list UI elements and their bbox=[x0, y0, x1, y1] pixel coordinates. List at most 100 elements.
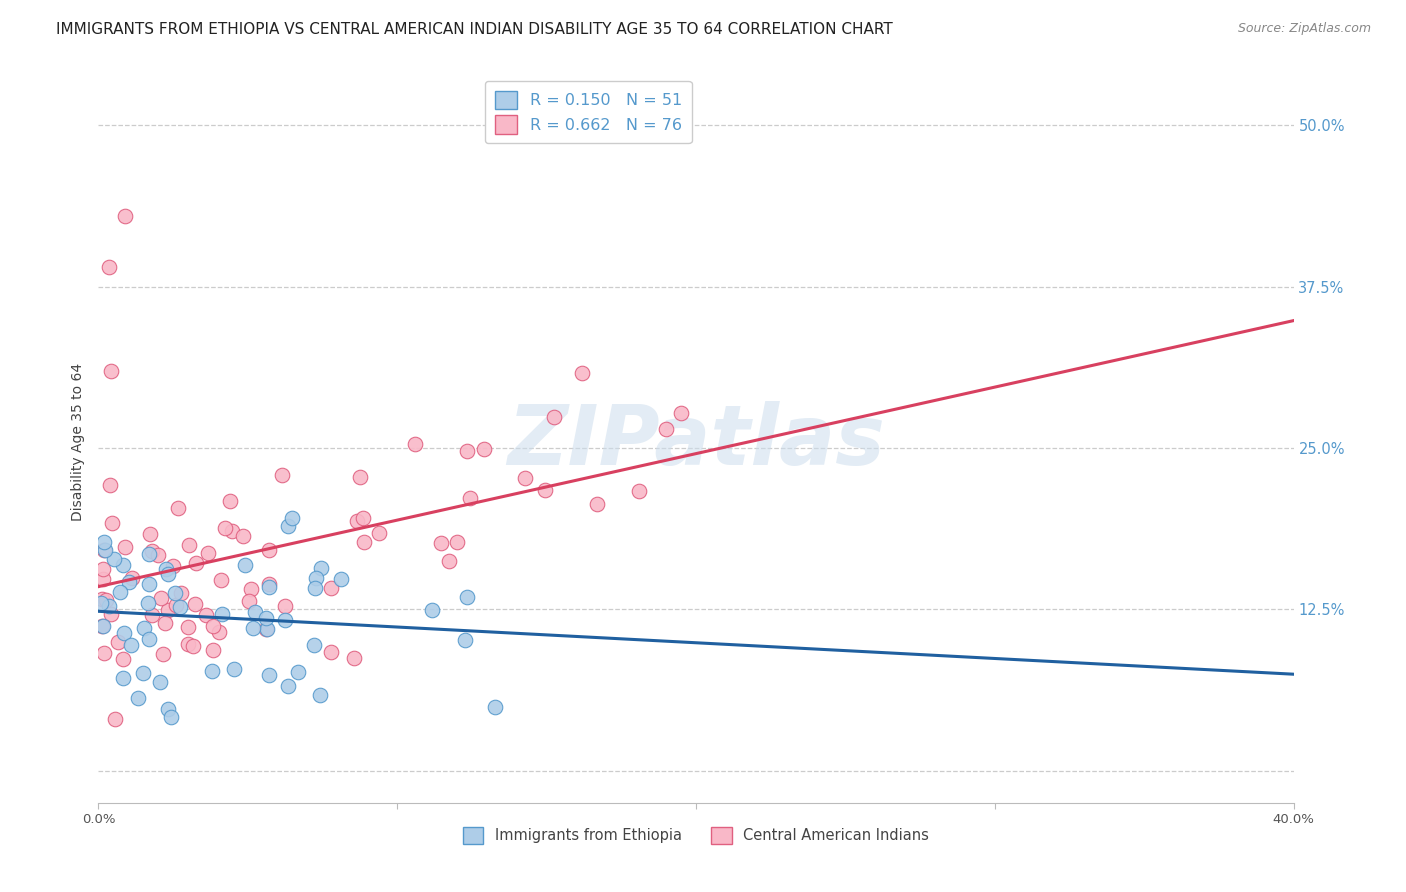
Point bbox=[235, 558, 257, 573]
Point bbox=[152, 647, 174, 661]
Point bbox=[166, 500, 188, 515]
Point bbox=[456, 444, 478, 458]
Point bbox=[112, 652, 135, 666]
Point bbox=[446, 534, 468, 549]
Point bbox=[118, 574, 141, 589]
Point bbox=[179, 538, 201, 552]
Point bbox=[221, 524, 243, 538]
Point bbox=[430, 536, 453, 550]
Point bbox=[209, 573, 232, 587]
Point bbox=[121, 570, 143, 584]
Point bbox=[91, 562, 114, 576]
Point bbox=[132, 665, 155, 680]
Point bbox=[177, 636, 200, 650]
Point bbox=[534, 483, 557, 497]
Point bbox=[136, 596, 159, 610]
Point bbox=[114, 541, 136, 555]
Point bbox=[238, 593, 260, 607]
Point bbox=[148, 548, 170, 562]
Point bbox=[349, 469, 371, 483]
Point bbox=[134, 621, 156, 635]
Point bbox=[93, 542, 115, 557]
Point bbox=[177, 620, 200, 634]
Point bbox=[104, 712, 127, 726]
Point bbox=[108, 585, 131, 599]
Point bbox=[184, 556, 207, 570]
Point bbox=[304, 581, 326, 595]
Point bbox=[224, 662, 246, 676]
Point bbox=[585, 497, 607, 511]
Point bbox=[352, 511, 374, 525]
Point bbox=[169, 599, 191, 614]
Point bbox=[343, 651, 366, 665]
Text: Source: ZipAtlas.com: Source: ZipAtlas.com bbox=[1237, 22, 1371, 36]
Point bbox=[103, 551, 125, 566]
Point bbox=[97, 599, 120, 613]
Point bbox=[232, 529, 254, 543]
Point bbox=[201, 642, 224, 657]
Point bbox=[329, 572, 352, 586]
Point bbox=[156, 603, 179, 617]
Point bbox=[111, 671, 134, 685]
Text: IMMIGRANTS FROM ETHIOPIA VS CENTRAL AMERICAN INDIAN DISABILITY AGE 35 TO 64 CORR: IMMIGRANTS FROM ETHIOPIA VS CENTRAL AMER… bbox=[56, 22, 893, 37]
Y-axis label: Disability Age 35 to 64: Disability Age 35 to 64 bbox=[72, 362, 86, 521]
Text: ZIPatlas: ZIPatlas bbox=[508, 401, 884, 482]
Point bbox=[157, 702, 180, 716]
Point bbox=[214, 520, 236, 534]
Point bbox=[150, 591, 173, 606]
Point bbox=[259, 543, 281, 558]
Point bbox=[218, 493, 240, 508]
Point bbox=[628, 483, 651, 498]
Point bbox=[112, 626, 135, 640]
Point bbox=[91, 572, 114, 586]
Point bbox=[107, 635, 129, 649]
Point bbox=[101, 516, 124, 530]
Point bbox=[256, 622, 278, 636]
Point bbox=[319, 581, 342, 595]
Point bbox=[242, 621, 264, 635]
Point bbox=[93, 535, 115, 549]
Point bbox=[155, 562, 177, 576]
Point bbox=[274, 599, 297, 613]
Point bbox=[195, 608, 218, 623]
Point bbox=[138, 632, 160, 646]
Point bbox=[274, 613, 297, 627]
Point bbox=[114, 209, 136, 223]
Point bbox=[91, 618, 114, 632]
Point bbox=[458, 491, 481, 505]
Point bbox=[90, 591, 112, 606]
Point bbox=[90, 596, 112, 610]
Point bbox=[127, 691, 149, 706]
Point bbox=[100, 363, 122, 377]
Point bbox=[138, 547, 160, 561]
Point bbox=[155, 615, 177, 630]
Point bbox=[311, 561, 333, 575]
Point bbox=[257, 576, 280, 591]
Point bbox=[197, 546, 219, 560]
Point bbox=[259, 580, 281, 594]
Point bbox=[239, 582, 262, 597]
Point bbox=[165, 599, 187, 613]
Point bbox=[120, 638, 142, 652]
Point bbox=[254, 611, 277, 625]
Point bbox=[353, 534, 375, 549]
Point bbox=[309, 688, 332, 702]
Point bbox=[96, 593, 118, 607]
Point bbox=[138, 577, 160, 591]
Point bbox=[162, 559, 184, 574]
Point bbox=[257, 667, 280, 681]
Point bbox=[319, 645, 342, 659]
Point bbox=[271, 468, 294, 483]
Point bbox=[277, 519, 299, 533]
Point bbox=[149, 675, 172, 690]
Point bbox=[211, 607, 233, 621]
Point bbox=[111, 558, 134, 573]
Point bbox=[170, 585, 193, 599]
Point bbox=[98, 477, 121, 491]
Point bbox=[437, 554, 460, 568]
Point bbox=[181, 639, 204, 653]
Point bbox=[243, 605, 266, 619]
Point bbox=[202, 619, 225, 633]
Point bbox=[571, 366, 593, 380]
Point bbox=[484, 700, 506, 714]
